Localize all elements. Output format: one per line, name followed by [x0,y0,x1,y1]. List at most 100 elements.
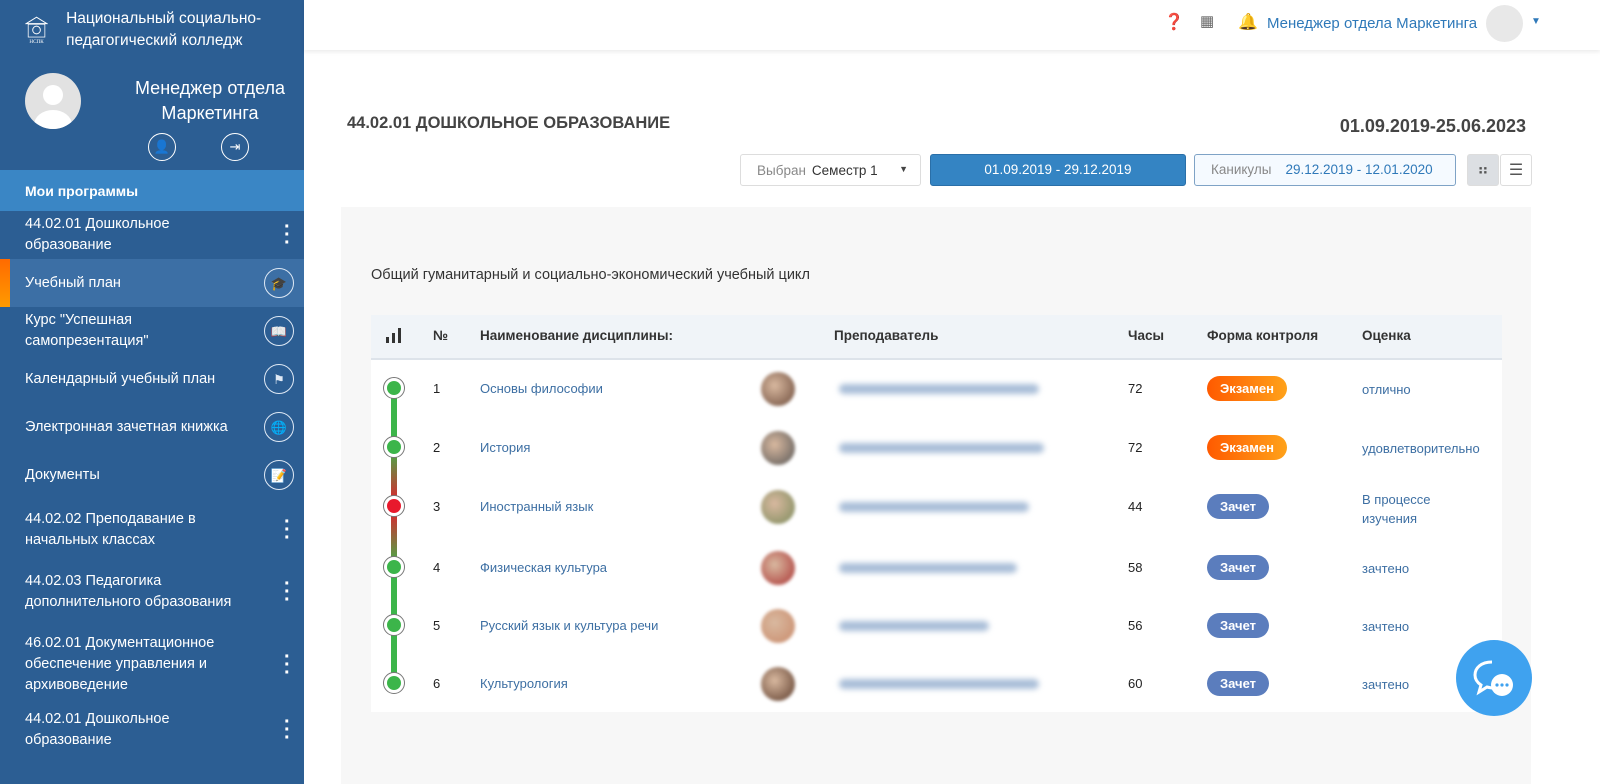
sidebar-item[interactable]: Курс "Успешная самопрезентация" 📖 [0,307,304,355]
chevron-down-icon[interactable]: ▼ [1531,16,1541,27]
chat-button[interactable] [1456,640,1532,716]
teacher-name-blurred[interactable] [839,384,1039,394]
kebab-icon[interactable]: · · · [284,645,291,684]
discipline-link[interactable]: Физическая культура [480,560,608,575]
brand[interactable]: НСПК Национальный социально-педагогическ… [0,0,304,60]
progress-line [391,447,397,506]
status-node [383,377,405,399]
row-num: 3 [433,499,441,514]
col-num: № [433,328,449,343]
progress-line [391,388,397,447]
teacher-name-blurred[interactable] [839,621,989,631]
status-node [383,556,405,578]
teacher-name-blurred[interactable] [839,563,1017,573]
college-name: Национальный социально-педагогический ко… [66,10,262,49]
teacher-name-blurred[interactable] [839,443,1044,453]
discipline-link[interactable]: История [480,440,531,455]
progress-line [391,567,397,625]
svg-text:НСПК: НСПК [29,39,44,45]
bell-icon[interactable]: 🔔 [1238,14,1258,31]
sidebar-item-label: Календарный учебный план [25,370,216,387]
college-logo: НСПК [25,16,49,45]
table-row: 5 Русский язык и культура речи 56 Зачет … [371,597,1502,683]
progress-line [391,625,397,683]
semester-dates-button[interactable]: 01.09.2019 - 29.12.2019 [930,154,1186,186]
sidebar-item[interactable]: Календарный учебный план ⚑ [0,355,304,403]
hours: 60 [1128,676,1143,691]
study-period: 01.09.2019-25.06.2023 [1339,116,1526,136]
status-node [383,495,405,517]
hours: 58 [1128,560,1143,575]
sidebar-item-label: 44.02.02 Преподавание в начальных класса… [25,511,196,548]
sidebar-item-label: Курс "Успешная самопрезентация" [25,312,149,349]
row-num: 2 [433,440,441,455]
grade: отлично [1362,382,1411,397]
route-flag-icon[interactable]: ⚑ [264,364,294,394]
grade: удовлетворительно [1362,441,1480,456]
table-header: № Наименование дисциплины: Преподаватель… [371,315,1502,360]
sidebar-item[interactable]: Документы 📝 [0,451,304,499]
sidebar-item-label: 44.02.03 Педагогика дополнительного обра… [25,573,232,610]
discipline-link[interactable]: Культурология [480,676,568,691]
teacher-name-blurred[interactable] [839,502,1029,512]
teacher-avatar [761,490,795,524]
semester-select[interactable]: Выбран Семестр 1 ▼ [740,154,921,186]
chevron-down-icon: ▼ [899,164,908,174]
col-grade: Оценка [1362,328,1411,343]
sidebar-item[interactable]: 44.02.01 Дошкольное образование · · · [0,211,304,259]
sidebar: НСПК Национальный социально-педагогическ… [0,0,304,784]
user-avatar[interactable] [1486,5,1523,42]
status-node [383,614,405,636]
control-badge: Экзамен [1207,376,1287,401]
col-control: Форма контроля [1207,328,1319,343]
list-view-button[interactable]: ☰ [1500,154,1532,186]
discipline-link[interactable]: Русский язык и культура речи [480,618,659,633]
graduation-cap-icon[interactable]: 🎓 [264,268,294,298]
section-my-programs[interactable]: Мои программы [0,170,304,211]
teacher-avatar [761,667,795,701]
logout-icon[interactable]: ⇥ [221,133,249,161]
table-row: 4 Физическая культура 58 Зачет зачтено [371,539,1502,625]
discipline-link[interactable]: Иностранный язык [480,499,594,514]
book-icon[interactable]: 📖 [264,316,294,346]
teacher-name-blurred[interactable] [839,679,1039,689]
grid-view-button[interactable]: ⠶ [1467,154,1499,186]
sidebar-item-label: 44.02.01 Дошкольное образование [25,711,170,748]
calendar-icon[interactable]: ▦ [1200,13,1215,30]
sidebar-item-label: Документы [25,466,100,483]
teacher-avatar [761,551,795,585]
sidebar-item[interactable]: 46.02.01 Документационное обеспечение уп… [0,623,304,706]
globe-book-icon[interactable]: 🌐 [264,412,294,442]
control-badge: Зачет [1207,555,1270,580]
hours: 56 [1128,618,1143,633]
table-row: 1 Основы философии 72 Экзамен отлично [371,360,1502,447]
chat-icon [1473,660,1513,696]
user-menu-link[interactable]: Менеджер отдела Маркетинга [1267,15,1478,32]
grade: зачтено [1362,619,1410,634]
sidebar-item[interactable]: 44.02.02 Преподавание в начальных класса… [0,499,304,561]
disciplines-table: № Наименование дисциплины: Преподаватель… [371,315,1502,712]
row-num: 1 [433,381,441,396]
sidebar-item[interactable]: Учебный план 🎓 [0,259,304,307]
kebab-icon[interactable]: · · · [284,711,291,749]
hours: 72 [1128,381,1143,396]
kebab-icon[interactable]: · · · [284,216,291,254]
profile-icon[interactable]: 👤 [148,133,176,161]
holidays-dates: 29.12.2019 - 12.01.2020 [1285,162,1433,177]
teacher-avatar [761,372,795,406]
kebab-icon[interactable]: · · · [284,511,291,549]
kebab-icon[interactable]: · · · [284,573,291,611]
sidebar-item[interactable]: 44.02.01 Дошкольное образование · · · [0,706,304,754]
help-icon[interactable]: ❓ [1164,14,1184,31]
holidays-button[interactable]: Каникулы 29.12.2019 - 12.01.2020 [1194,154,1456,186]
status-node [383,672,405,694]
progress-line [391,506,397,567]
document-icon[interactable]: 📝 [264,460,294,490]
discipline-link[interactable]: Основы философии [480,381,603,396]
sidebar-item[interactable]: Электронная зачетная книжка 🌐 [0,403,304,451]
table-row: 6 Культурология 60 Зачет зачтено [371,655,1502,713]
hours: 72 [1128,440,1143,455]
table-row: 3 Иностранный язык 44 Зачет В процессе и… [371,478,1502,567]
bar-chart-icon[interactable] [385,326,403,347]
sidebar-item[interactable]: 44.02.03 Педагогика дополнительного обра… [0,561,304,623]
